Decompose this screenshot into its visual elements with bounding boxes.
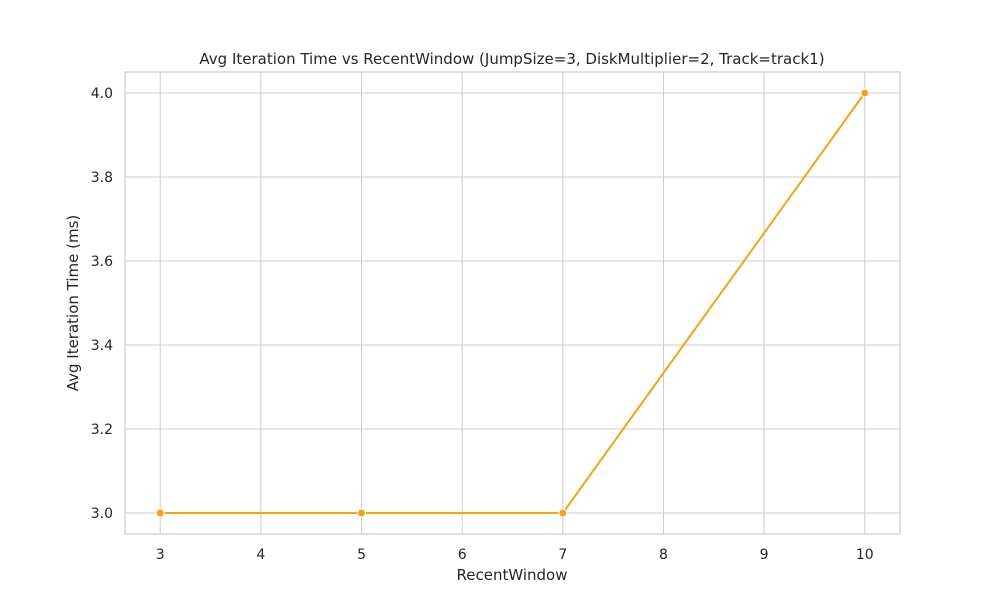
x-tick-label: 4 (256, 547, 265, 563)
series-layer (155, 88, 870, 518)
x-tick-label: 10 (856, 547, 874, 563)
y-axis-label: Avg Iteration Time (ms) (64, 215, 82, 392)
x-tick-label: 8 (659, 547, 668, 563)
y-tick-label: 3.2 (91, 422, 113, 438)
grid-lines (125, 72, 900, 534)
data-point (860, 88, 870, 98)
data-point (357, 508, 367, 518)
x-axis-label: RecentWindow (457, 566, 568, 584)
data-point (155, 508, 165, 518)
y-tick-label: 3.0 (91, 506, 113, 522)
y-tick-label: 3.4 (91, 338, 113, 354)
x-tick-label: 9 (760, 547, 769, 563)
y-tick-label: 3.6 (91, 254, 113, 270)
plot-frame (124, 71, 901, 535)
chart-title: Avg Iteration Time vs RecentWindow (Jump… (199, 50, 824, 68)
x-tick-label: 6 (458, 547, 467, 563)
series-line (160, 92, 866, 514)
x-tick-label: 7 (558, 547, 567, 563)
y-tick-label: 3.8 (91, 170, 113, 186)
y-tick-labels: 3.0 3.2 3.4 3.6 3.8 4.0 (91, 86, 113, 522)
y-tick-label: 4.0 (91, 86, 113, 102)
x-tick-labels: 3 4 5 6 7 8 9 10 (156, 547, 874, 563)
data-point (558, 508, 568, 518)
x-tick-label: 5 (357, 547, 366, 563)
x-tick-label: 3 (156, 547, 165, 563)
